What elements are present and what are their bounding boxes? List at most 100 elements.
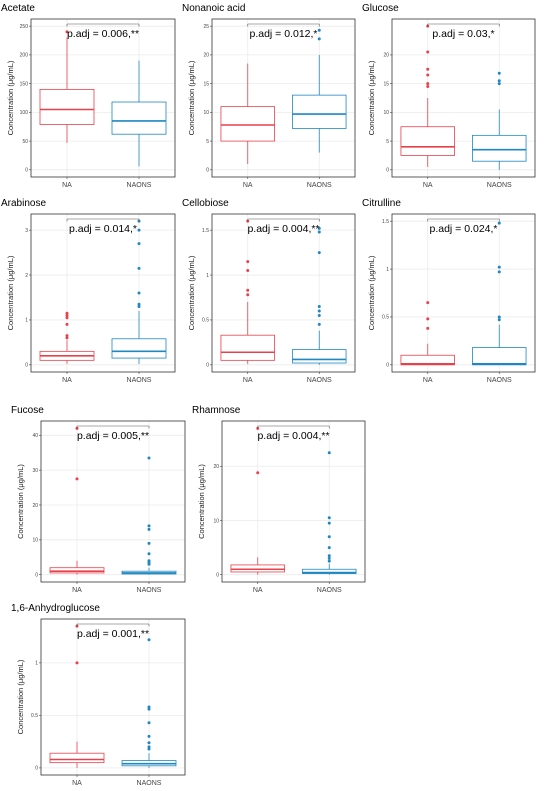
outlier-point xyxy=(147,741,151,745)
outlier-point xyxy=(497,270,501,274)
y-tick-label: 0 xyxy=(216,572,219,578)
y-tick-label: 0.5 xyxy=(31,713,38,719)
panel-title: Glucose xyxy=(362,3,399,14)
box-naons xyxy=(292,28,347,153)
y-axis-label: Concentration (μg/mL) xyxy=(16,659,25,734)
box-iqr xyxy=(111,101,167,135)
box-naons xyxy=(111,219,167,364)
x-tick-label: NAONS xyxy=(137,587,162,594)
x-tick-label: NA xyxy=(72,587,82,594)
panel-title: Citrulline xyxy=(362,198,401,209)
y-tick-label: 0 xyxy=(206,168,209,174)
outlier-point xyxy=(147,745,151,749)
y-tick-label: 0 xyxy=(25,168,28,174)
outlier-point xyxy=(426,82,430,86)
panel-5: Cellobiose Concentration (μg/mL) 0 0.5 1 1.5 N… xyxy=(182,198,356,384)
y-tick-label: 20 xyxy=(203,53,209,59)
y-tick-label: 1 xyxy=(206,273,209,279)
box-iqr xyxy=(400,126,455,156)
p-value-annotation: p.adj = 0.012,* xyxy=(249,28,317,40)
outlier-point xyxy=(497,318,501,322)
plot-frame xyxy=(221,420,366,583)
y-tick-label: 0 xyxy=(386,363,389,369)
box-iqr xyxy=(400,354,455,366)
box-iqr xyxy=(230,564,285,573)
outlier-point xyxy=(497,79,501,83)
y-tick-label: 15 xyxy=(383,81,389,87)
outlier-point xyxy=(147,638,151,642)
box-na xyxy=(49,624,105,768)
x-tick-label: NAONS xyxy=(307,182,332,189)
outlier-point xyxy=(147,734,151,738)
panel-title: Fucose xyxy=(11,405,44,416)
x-tick-label: NA xyxy=(243,377,253,384)
plot-background xyxy=(41,421,185,582)
outlier-point xyxy=(147,562,151,566)
box-na xyxy=(220,63,275,165)
p-value-annotation: p.adj = 0.024,* xyxy=(429,223,497,235)
outlier-point xyxy=(317,230,321,234)
outlier-point xyxy=(65,316,69,320)
plot-frame xyxy=(391,18,536,178)
outlier-point xyxy=(246,293,250,297)
outlier-point xyxy=(497,82,501,86)
x-tick-label: NA xyxy=(423,377,433,384)
outlier-point xyxy=(65,334,69,338)
outlier-point xyxy=(65,313,69,317)
p-value-annotation: p.adj = 0.014,* xyxy=(69,223,137,235)
y-tick-label: 100 xyxy=(20,110,29,116)
y-tick-label: 40 xyxy=(32,433,38,439)
plot-frame xyxy=(30,213,176,373)
x-tick-label: NA xyxy=(253,587,263,594)
plot-frame xyxy=(40,420,186,583)
outlier-point xyxy=(317,37,321,41)
outlier-point xyxy=(137,242,141,246)
box-iqr xyxy=(472,347,527,366)
x-tick-label: NA xyxy=(62,182,72,189)
outlier-point xyxy=(327,559,331,563)
x-tick-label: NAONS xyxy=(137,780,162,787)
plot-background xyxy=(222,421,365,582)
outlier-point xyxy=(317,309,321,313)
y-axis-label: Concentration (μg/mL) xyxy=(6,60,15,135)
outlier-point xyxy=(65,311,69,315)
outlier-point xyxy=(147,541,151,545)
y-axis-label: Concentration (μg/mL) xyxy=(187,60,196,135)
box-na xyxy=(400,301,455,366)
panel-8: Rhamnose Concentration (μg/mL) 0 10 20 NA NAON… xyxy=(192,405,366,594)
panel-title: Cellobiose xyxy=(182,198,229,209)
panel-3: Glucose Concentration (μg/mL) 0 5 10 15 20 NA NA… xyxy=(362,3,536,189)
plot-frame xyxy=(40,618,186,776)
outlier-point xyxy=(137,302,141,306)
p-value-annotation: p.adj = 0.006,** xyxy=(67,28,139,40)
box-na xyxy=(220,219,275,364)
outlier-point xyxy=(426,326,430,330)
panel-title: 1,6-Anhydroglucose xyxy=(11,603,100,614)
outlier-point xyxy=(137,304,141,308)
x-tick-label: NAONS xyxy=(317,587,342,594)
box-na xyxy=(49,426,105,575)
p-value-annotation: p.adj = 0.004,** xyxy=(247,223,319,235)
outlier-point xyxy=(327,521,331,525)
box-iqr xyxy=(220,106,275,142)
panel-2: Nonanoic acid Concentration (μg/mL) 0 5 10 15… xyxy=(182,3,356,189)
outlier-point xyxy=(497,221,501,225)
outlier-point xyxy=(327,451,331,455)
y-tick-label: 20 xyxy=(383,53,389,59)
outlier-point xyxy=(317,322,321,326)
outlier-point xyxy=(75,477,79,481)
outlier-point xyxy=(147,552,151,556)
panel-1: Acetate Concentration (μg/mL) 0 50 100 150 200… xyxy=(1,3,176,189)
panel-6: Citrulline Concentration (μg/mL) 0 0.5 1 1.5 N… xyxy=(362,198,536,384)
y-tick-label: 25 xyxy=(203,24,209,30)
y-axis-label: Concentration (μg/mL) xyxy=(16,464,25,539)
outlier-point xyxy=(497,71,501,75)
outlier-point xyxy=(147,527,151,531)
y-axis-label: Concentration (μg/mL) xyxy=(187,255,196,330)
outlier-point xyxy=(65,322,69,326)
y-tick-label: 1.5 xyxy=(382,219,389,225)
x-tick-label: NA xyxy=(72,780,82,787)
p-value-annotation: p.adj = 0.004,** xyxy=(257,430,329,442)
outlier-point xyxy=(246,288,250,292)
y-tick-label: 0 xyxy=(386,168,389,174)
